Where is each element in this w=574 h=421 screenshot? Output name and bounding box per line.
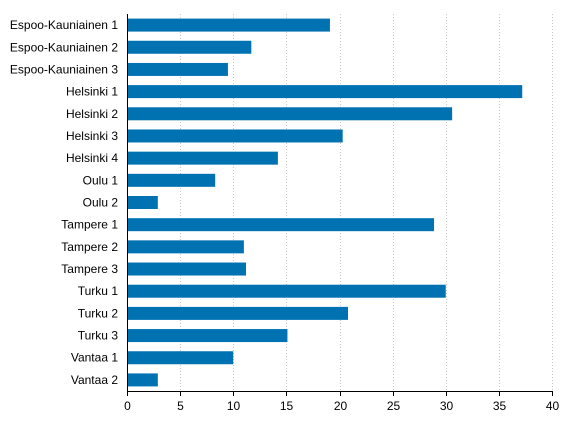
bar-7 bbox=[127, 173, 216, 187]
bar-13 bbox=[127, 306, 348, 320]
bar-8 bbox=[127, 196, 158, 209]
bar-1 bbox=[127, 40, 252, 54]
bar-0 bbox=[127, 18, 330, 32]
bar-4 bbox=[127, 107, 453, 121]
bar-9 bbox=[127, 218, 435, 232]
category-label-3: Helsinki 1 bbox=[66, 85, 118, 99]
bar-5 bbox=[127, 129, 343, 143]
x-tick-label-10: 10 bbox=[227, 399, 241, 413]
category-label-10: Tampere 2 bbox=[61, 240, 118, 254]
bar-2 bbox=[127, 62, 228, 76]
x-tick-label-35: 35 bbox=[493, 399, 507, 413]
category-label-8: Oulu 2 bbox=[83, 196, 119, 210]
bar-14 bbox=[127, 329, 288, 343]
category-label-12: Turku 1 bbox=[78, 284, 119, 298]
category-label-9: Tampere 1 bbox=[61, 218, 118, 232]
x-tick-label-5: 5 bbox=[177, 399, 184, 413]
bar-12 bbox=[127, 284, 446, 298]
x-tick-label-0: 0 bbox=[124, 399, 131, 413]
bar-3 bbox=[127, 85, 523, 99]
category-label-14: Turku 3 bbox=[78, 329, 119, 343]
bar-15 bbox=[127, 351, 234, 365]
bar-16 bbox=[127, 373, 158, 387]
category-label-2: Espoo-Kauniainen 3 bbox=[10, 62, 118, 76]
bar-11 bbox=[127, 262, 246, 276]
category-label-15: Vantaa 1 bbox=[71, 351, 118, 365]
category-label-16: Vantaa 2 bbox=[71, 373, 118, 387]
category-label-5: Helsinki 3 bbox=[66, 129, 118, 143]
x-tick-label-25: 25 bbox=[387, 399, 401, 413]
bar-6 bbox=[127, 151, 278, 165]
category-label-0: Espoo-Kauniainen 1 bbox=[10, 18, 118, 32]
category-label-1: Espoo-Kauniainen 2 bbox=[10, 40, 118, 54]
category-label-13: Turku 2 bbox=[78, 306, 119, 320]
bar-10 bbox=[127, 240, 244, 254]
x-tick-label-30: 30 bbox=[440, 399, 454, 413]
category-label-11: Tampere 3 bbox=[61, 262, 118, 276]
category-label-7: Oulu 1 bbox=[83, 173, 119, 187]
x-tick-label-40: 40 bbox=[546, 399, 560, 413]
x-tick-label-20: 20 bbox=[334, 399, 348, 413]
category-label-4: Helsinki 2 bbox=[66, 107, 118, 121]
x-tick-label-15: 15 bbox=[280, 399, 294, 413]
category-label-6: Helsinki 4 bbox=[66, 151, 118, 165]
